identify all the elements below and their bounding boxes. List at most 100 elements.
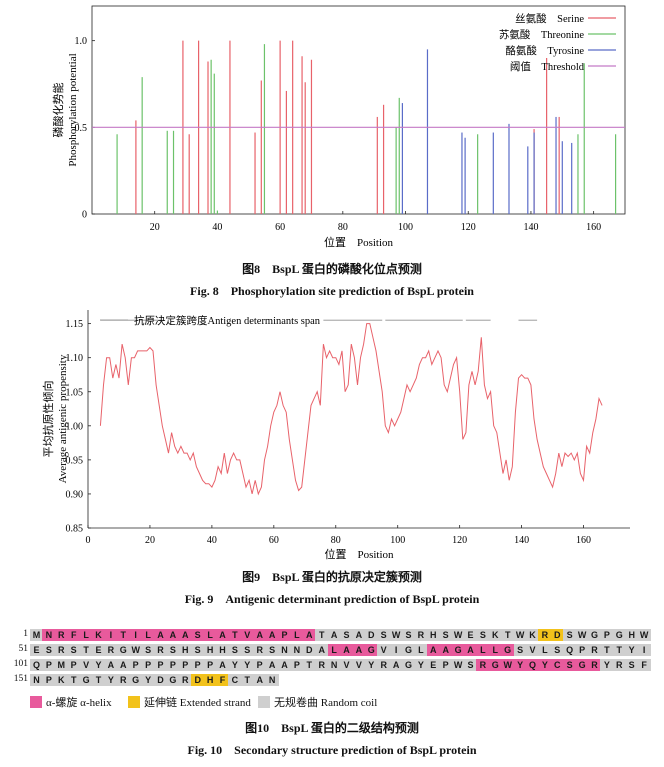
y-tick-label: 0.5 <box>75 123 88 134</box>
x-tick-label: 160 <box>576 535 591 546</box>
residue: G <box>402 659 415 671</box>
residue: R <box>54 629 68 641</box>
residue: A <box>389 659 403 671</box>
sequence-row-number: 51 <box>18 644 29 654</box>
x-axis-label: 位置 Position <box>324 547 394 561</box>
y-tick-label: 1.10 <box>66 353 84 364</box>
residue: A <box>426 644 440 656</box>
residue: T <box>612 644 626 656</box>
residue: Y <box>625 644 639 656</box>
sequence-row-number: 151 <box>13 674 28 684</box>
residue: R <box>612 659 626 671</box>
residue: S <box>563 659 577 671</box>
residue: S <box>42 644 56 656</box>
fig9-caption-cn: 图9 BspL 蛋白的抗原决定簇预测 <box>242 570 422 584</box>
residue: A <box>216 629 229 641</box>
residue: P <box>178 659 192 671</box>
residue: A <box>253 629 267 641</box>
residue: W <box>637 629 651 641</box>
residue: R <box>588 659 601 671</box>
x-tick-label: 100 <box>398 222 413 233</box>
residue: W <box>129 644 143 656</box>
residue: W <box>575 629 589 641</box>
residue: V <box>377 644 391 656</box>
residue: Y <box>414 659 428 671</box>
residue: P <box>67 659 81 671</box>
y-tick-label: 0.85 <box>66 524 84 535</box>
residue: P <box>42 674 56 686</box>
residue: S <box>228 644 242 656</box>
residue: G <box>501 644 515 656</box>
residue: N <box>42 629 56 641</box>
residue: S <box>265 644 279 656</box>
residue: W <box>389 629 403 641</box>
x-tick-label: 40 <box>212 222 222 233</box>
residue: A <box>315 644 329 656</box>
x-tick-label: 140 <box>514 535 529 546</box>
residue: A <box>265 659 279 671</box>
residue: T <box>228 629 242 641</box>
residue: K <box>54 674 68 686</box>
fig10-caption-cn: 图10 BspL 蛋白的二级结构预测 <box>245 721 419 735</box>
residue: T <box>240 674 254 686</box>
residue: G <box>129 674 143 686</box>
residue: N <box>30 674 43 686</box>
residue: Y <box>513 659 527 671</box>
residue: R <box>476 659 490 671</box>
residue: V <box>240 629 254 641</box>
x-tick-label: 60 <box>269 535 279 546</box>
residue: R <box>315 659 329 671</box>
residue: P <box>42 659 56 671</box>
residue: Y <box>104 674 118 686</box>
sequence-row: 101 Q P M P V Y A A P P P P P P P A Y Y P A A P T R N V V Y R A G Y E P W S R… <box>0 659 664 672</box>
residue: W <box>513 629 527 641</box>
legend-label: 抗原决定簇跨度Antigen determinants span <box>134 314 321 327</box>
residue: A <box>104 659 118 671</box>
residue: T <box>501 629 515 641</box>
residue: H <box>203 644 217 656</box>
y-axis-label-group: 磷酸化势能 Phosphorylation potential <box>51 53 79 166</box>
y-tick-label: 1.00 <box>66 421 84 432</box>
residue: W <box>501 659 515 671</box>
x-tick-label: 80 <box>331 535 341 546</box>
residue: G <box>588 629 601 641</box>
y-axis-label-en: Phosphorylation potential <box>67 53 79 166</box>
residue: L <box>476 644 490 656</box>
residue: Y <box>141 674 155 686</box>
legend-helix-label: α-螺旋 α-helix <box>46 697 112 709</box>
residue: Y <box>364 659 378 671</box>
x-tick-label: 60 <box>275 222 285 233</box>
residue: Y <box>240 659 254 671</box>
residue: M <box>54 659 68 671</box>
residue: S <box>439 629 453 641</box>
residue: S <box>625 659 639 671</box>
residue: N <box>290 644 304 656</box>
x-tick-label: 40 <box>207 535 217 546</box>
residue: S <box>476 629 490 641</box>
residue: C <box>550 659 564 671</box>
residue: I <box>104 629 118 641</box>
residue: P <box>439 659 453 671</box>
residue: H <box>203 674 217 686</box>
y-tick-label: 1.05 <box>66 387 84 398</box>
residue: E <box>30 644 43 656</box>
sequence-row: 151 N P K T G T Y R G Y D G R D H F C T A N <box>0 674 664 687</box>
y-tick-label: 1.0 <box>75 36 88 47</box>
residue: L <box>79 629 93 641</box>
residue: S <box>191 644 205 656</box>
residue: T <box>67 674 81 686</box>
residue: G <box>451 644 465 656</box>
x-tick-label: 120 <box>452 535 467 546</box>
residue: D <box>550 629 564 641</box>
residue: A <box>352 644 366 656</box>
residue: G <box>166 674 180 686</box>
residue: H <box>216 644 229 656</box>
residue: T <box>315 629 329 641</box>
residue: S <box>191 629 205 641</box>
residue: G <box>488 659 502 671</box>
sequence-row-number: 101 <box>13 659 28 669</box>
residue: R <box>154 644 167 656</box>
legend-helix: α-螺旋 α-helix <box>30 694 112 710</box>
residue: S <box>141 644 155 656</box>
residue: R <box>414 629 428 641</box>
